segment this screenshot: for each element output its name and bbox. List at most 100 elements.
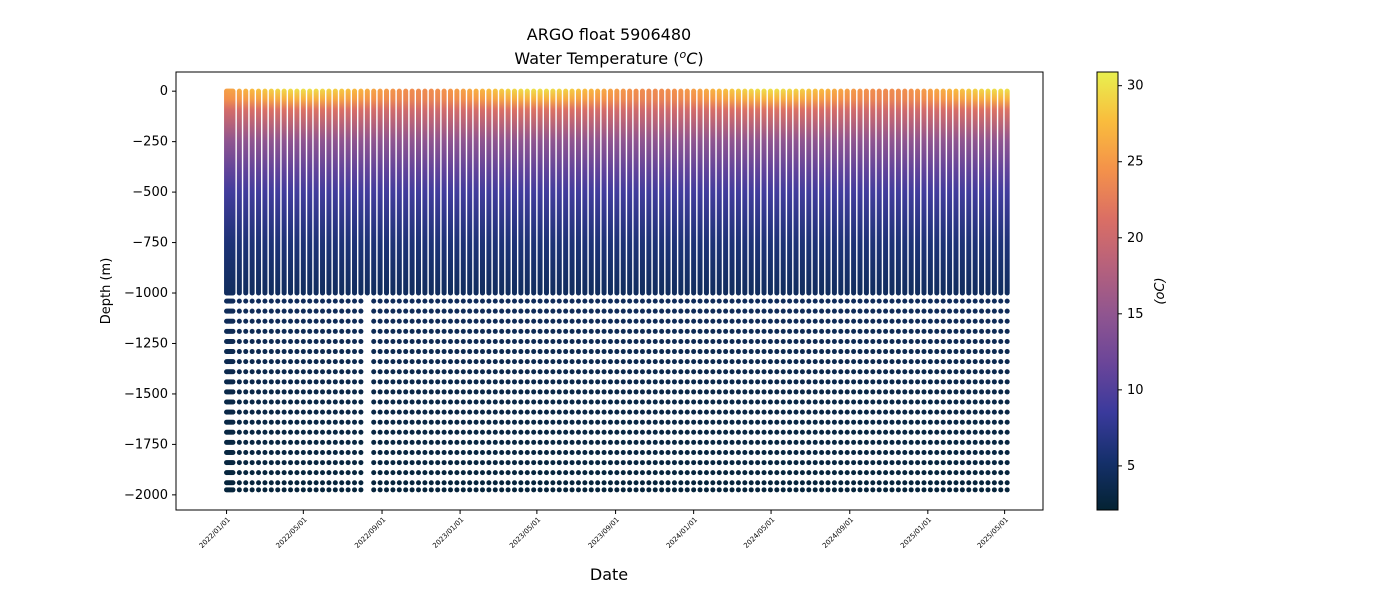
sample-point: [793, 399, 799, 405]
sample-point: [793, 349, 799, 355]
sample-point: [396, 429, 402, 435]
sample-point: [799, 298, 805, 304]
sample-point: [511, 349, 517, 355]
sample-point: [262, 487, 268, 493]
sample-point: [345, 318, 351, 324]
sample-point: [262, 480, 268, 486]
sample-point: [979, 308, 985, 314]
x-tick-label: 2022/01/01: [198, 516, 232, 550]
sample-point: [550, 379, 556, 385]
sample-point: [390, 399, 396, 405]
sample-point: [1004, 439, 1010, 445]
sample-point: [793, 369, 799, 375]
profile: [531, 88, 537, 493]
sample-point: [844, 419, 850, 425]
sample-point: [345, 409, 351, 415]
sample-point: [966, 470, 972, 476]
sample-point: [755, 470, 761, 476]
sample-point: [326, 389, 332, 395]
sample-point: [486, 369, 492, 375]
sample-point: [684, 308, 690, 314]
sample-point: [908, 429, 914, 435]
profile-upper-samples: [403, 88, 409, 296]
sample-point: [339, 318, 345, 324]
sample-point: [236, 439, 242, 445]
profile-upper-samples: [831, 88, 837, 296]
sample-point: [243, 359, 249, 365]
sample-point: [844, 359, 850, 365]
profile-upper-samples: [838, 88, 844, 296]
profile-upper-samples: [1004, 88, 1010, 296]
sample-point: [467, 298, 473, 304]
sample-point: [435, 308, 441, 314]
sample-point: [889, 328, 895, 334]
sample-point: [352, 379, 358, 385]
sample-point: [799, 308, 805, 314]
sample-point: [620, 460, 626, 466]
sample-point: [422, 449, 428, 455]
sample-point: [531, 480, 537, 486]
sample-point: [377, 460, 383, 466]
sample-point: [499, 409, 505, 415]
sample-point: [236, 318, 242, 324]
sample-point: [531, 470, 537, 476]
profile-upper-samples: [556, 88, 562, 296]
sample-point: [614, 318, 620, 324]
sample-point: [454, 328, 460, 334]
sample-point: [268, 369, 274, 375]
sample-point: [575, 439, 581, 445]
sample-point: [703, 470, 709, 476]
sample-point: [921, 349, 927, 355]
sample-point: [780, 460, 786, 466]
sample-point: [787, 318, 793, 324]
sample-point: [921, 439, 927, 445]
sample-point: [320, 487, 326, 493]
sample-point: [787, 487, 793, 493]
sample-point: [659, 439, 665, 445]
sample-point: [863, 338, 869, 344]
sample-point: [1004, 328, 1010, 334]
sample-point: [902, 460, 908, 466]
sample-point: [294, 419, 300, 425]
sample-point: [671, 349, 677, 355]
sample-point: [953, 318, 959, 324]
sample-point: [499, 449, 505, 455]
sample-point: [230, 318, 236, 324]
sample-point: [652, 487, 658, 493]
sample-point: [902, 487, 908, 493]
sample-point: [876, 399, 882, 405]
sample-point: [819, 487, 825, 493]
sample-point: [915, 460, 921, 466]
sample-point: [710, 439, 716, 445]
sample-point: [703, 460, 709, 466]
sample-point: [409, 349, 415, 355]
sample-point: [332, 379, 338, 385]
sample-point: [895, 379, 901, 385]
sample-point: [307, 379, 313, 385]
sample-point: [460, 409, 466, 415]
profile-upper-samples: [307, 88, 313, 296]
sample-point: [531, 439, 537, 445]
sample-point: [550, 308, 556, 314]
sample-point: [646, 409, 652, 415]
sample-point: [352, 369, 358, 375]
sample-point: [307, 338, 313, 344]
sample-point: [851, 298, 857, 304]
sample-point: [486, 480, 492, 486]
sample-point: [870, 349, 876, 355]
sample-point: [966, 318, 972, 324]
sample-point: [671, 460, 677, 466]
sample-point: [486, 298, 492, 304]
sample-point: [979, 298, 985, 304]
profile: [384, 88, 390, 493]
profile: [851, 88, 857, 493]
profile-upper-samples: [249, 88, 255, 296]
sample-point: [275, 389, 281, 395]
sample-point: [863, 429, 869, 435]
sample-point: [262, 429, 268, 435]
sample-point: [735, 449, 741, 455]
sample-point: [780, 379, 786, 385]
sample-point: [652, 338, 658, 344]
sample-point: [716, 308, 722, 314]
sample-point: [767, 328, 773, 334]
